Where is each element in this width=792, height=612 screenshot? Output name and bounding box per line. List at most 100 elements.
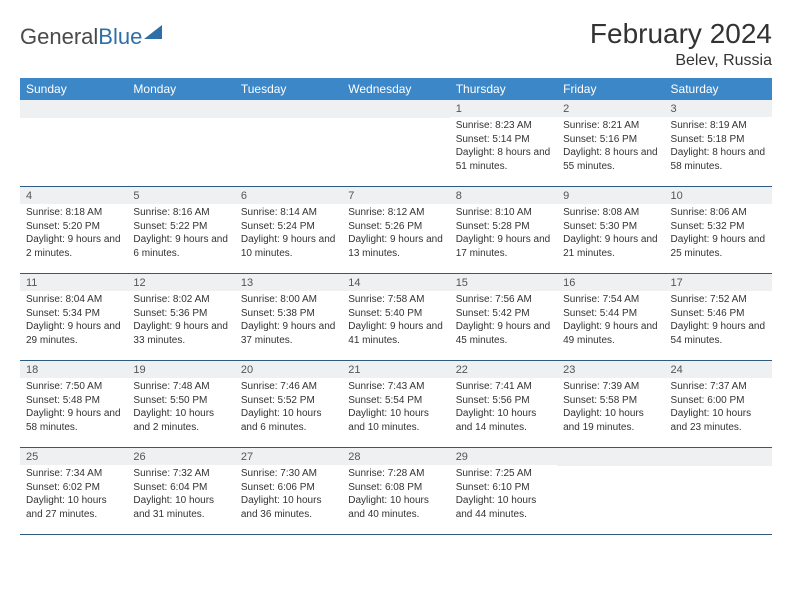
sunset-text: Sunset: 5:52 PM [241,394,336,408]
header: GeneralBlue February 2024 Belev, Russia [20,18,772,70]
day-cell: 19Sunrise: 7:48 AMSunset: 5:50 PMDayligh… [127,361,234,447]
sunset-text: Sunset: 5:38 PM [241,307,336,321]
day-number: 10 [665,187,772,204]
sunrise-text: Sunrise: 8:16 AM [133,206,228,220]
day-body: Sunrise: 8:00 AMSunset: 5:38 PMDaylight:… [235,291,342,351]
daylight-text: Daylight: 8 hours and 55 minutes. [563,146,658,173]
day-cell: 1Sunrise: 8:23 AMSunset: 5:14 PMDaylight… [450,100,557,186]
sunrise-text: Sunrise: 8:23 AM [456,119,551,133]
sunrise-text: Sunrise: 7:46 AM [241,380,336,394]
sunset-text: Sunset: 5:30 PM [563,220,658,234]
day-body: Sunrise: 8:04 AMSunset: 5:34 PMDaylight:… [20,291,127,351]
day-cell: 3Sunrise: 8:19 AMSunset: 5:18 PMDaylight… [665,100,772,186]
day-cell: 8Sunrise: 8:10 AMSunset: 5:28 PMDaylight… [450,187,557,273]
day-number: 20 [235,361,342,378]
day-body: Sunrise: 7:58 AMSunset: 5:40 PMDaylight:… [342,291,449,351]
day-cell [127,100,234,186]
day-cell: 6Sunrise: 8:14 AMSunset: 5:24 PMDaylight… [235,187,342,273]
dow-friday: Friday [557,78,664,100]
day-number: 9 [557,187,664,204]
day-number: 23 [557,361,664,378]
day-cell: 9Sunrise: 8:08 AMSunset: 5:30 PMDaylight… [557,187,664,273]
day-cell: 13Sunrise: 8:00 AMSunset: 5:38 PMDayligh… [235,274,342,360]
daylight-text: Daylight: 9 hours and 25 minutes. [671,233,766,260]
daylight-text: Daylight: 9 hours and 37 minutes. [241,320,336,347]
day-body: Sunrise: 7:28 AMSunset: 6:08 PMDaylight:… [342,465,449,525]
day-body: Sunrise: 7:39 AMSunset: 5:58 PMDaylight:… [557,378,664,438]
daylight-text: Daylight: 10 hours and 14 minutes. [456,407,551,434]
sunrise-text: Sunrise: 7:32 AM [133,467,228,481]
day-cell: 23Sunrise: 7:39 AMSunset: 5:58 PMDayligh… [557,361,664,447]
daylight-text: Daylight: 9 hours and 41 minutes. [348,320,443,347]
daylight-text: Daylight: 10 hours and 44 minutes. [456,494,551,521]
sunset-text: Sunset: 5:58 PM [563,394,658,408]
day-number: 7 [342,187,449,204]
day-cell [557,448,664,534]
sunset-text: Sunset: 5:54 PM [348,394,443,408]
sunset-text: Sunset: 5:36 PM [133,307,228,321]
daylight-text: Daylight: 10 hours and 27 minutes. [26,494,121,521]
day-body [127,118,234,180]
day-cell: 16Sunrise: 7:54 AMSunset: 5:44 PMDayligh… [557,274,664,360]
day-body: Sunrise: 7:48 AMSunset: 5:50 PMDaylight:… [127,378,234,438]
day-body: Sunrise: 7:32 AMSunset: 6:04 PMDaylight:… [127,465,234,525]
sunset-text: Sunset: 6:10 PM [456,481,551,495]
day-cell: 26Sunrise: 7:32 AMSunset: 6:04 PMDayligh… [127,448,234,534]
sunrise-text: Sunrise: 8:04 AM [26,293,121,307]
day-number: 14 [342,274,449,291]
sunset-text: Sunset: 5:26 PM [348,220,443,234]
day-body: Sunrise: 7:34 AMSunset: 6:02 PMDaylight:… [20,465,127,525]
sunrise-text: Sunrise: 8:00 AM [241,293,336,307]
sunrise-text: Sunrise: 8:12 AM [348,206,443,220]
brand-text: GeneralBlue [20,24,142,50]
dow-monday: Monday [127,78,234,100]
day-body [20,118,127,180]
sunrise-text: Sunrise: 7:52 AM [671,293,766,307]
daylight-text: Daylight: 9 hours and 33 minutes. [133,320,228,347]
sunset-text: Sunset: 5:14 PM [456,133,551,147]
day-cell [342,100,449,186]
sunrise-text: Sunrise: 8:02 AM [133,293,228,307]
day-cell: 24Sunrise: 7:37 AMSunset: 6:00 PMDayligh… [665,361,772,447]
daylight-text: Daylight: 10 hours and 31 minutes. [133,494,228,521]
day-cell: 18Sunrise: 7:50 AMSunset: 5:48 PMDayligh… [20,361,127,447]
day-body: Sunrise: 7:37 AMSunset: 6:00 PMDaylight:… [665,378,772,438]
day-number: 29 [450,448,557,465]
day-body: Sunrise: 7:30 AMSunset: 6:06 PMDaylight:… [235,465,342,525]
sunrise-text: Sunrise: 8:08 AM [563,206,658,220]
daylight-text: Daylight: 9 hours and 29 minutes. [26,320,121,347]
sunset-text: Sunset: 5:50 PM [133,394,228,408]
sunset-text: Sunset: 6:00 PM [671,394,766,408]
day-body: Sunrise: 8:18 AMSunset: 5:20 PMDaylight:… [20,204,127,264]
daylight-text: Daylight: 10 hours and 23 minutes. [671,407,766,434]
sunrise-text: Sunrise: 8:19 AM [671,119,766,133]
daylight-text: Daylight: 9 hours and 45 minutes. [456,320,551,347]
daylight-text: Daylight: 9 hours and 58 minutes. [26,407,121,434]
day-body: Sunrise: 8:02 AMSunset: 5:36 PMDaylight:… [127,291,234,351]
dow-saturday: Saturday [665,78,772,100]
sunset-text: Sunset: 6:02 PM [26,481,121,495]
sunset-text: Sunset: 5:28 PM [456,220,551,234]
sunrise-text: Sunrise: 7:28 AM [348,467,443,481]
day-body: Sunrise: 7:25 AMSunset: 6:10 PMDaylight:… [450,465,557,525]
sunset-text: Sunset: 5:32 PM [671,220,766,234]
day-number: 15 [450,274,557,291]
daylight-text: Daylight: 9 hours and 17 minutes. [456,233,551,260]
day-number [665,448,772,466]
day-cell: 27Sunrise: 7:30 AMSunset: 6:06 PMDayligh… [235,448,342,534]
triangle-icon [144,25,162,39]
day-number: 6 [235,187,342,204]
day-number [557,448,664,466]
day-cell [665,448,772,534]
daylight-text: Daylight: 10 hours and 36 minutes. [241,494,336,521]
dow-thursday: Thursday [450,78,557,100]
day-body [342,118,449,180]
day-body: Sunrise: 8:14 AMSunset: 5:24 PMDaylight:… [235,204,342,264]
sunrise-text: Sunrise: 7:56 AM [456,293,551,307]
day-number [342,100,449,118]
day-number: 17 [665,274,772,291]
day-number: 4 [20,187,127,204]
day-cell: 28Sunrise: 7:28 AMSunset: 6:08 PMDayligh… [342,448,449,534]
brand-logo: GeneralBlue [20,24,162,50]
day-number: 28 [342,448,449,465]
